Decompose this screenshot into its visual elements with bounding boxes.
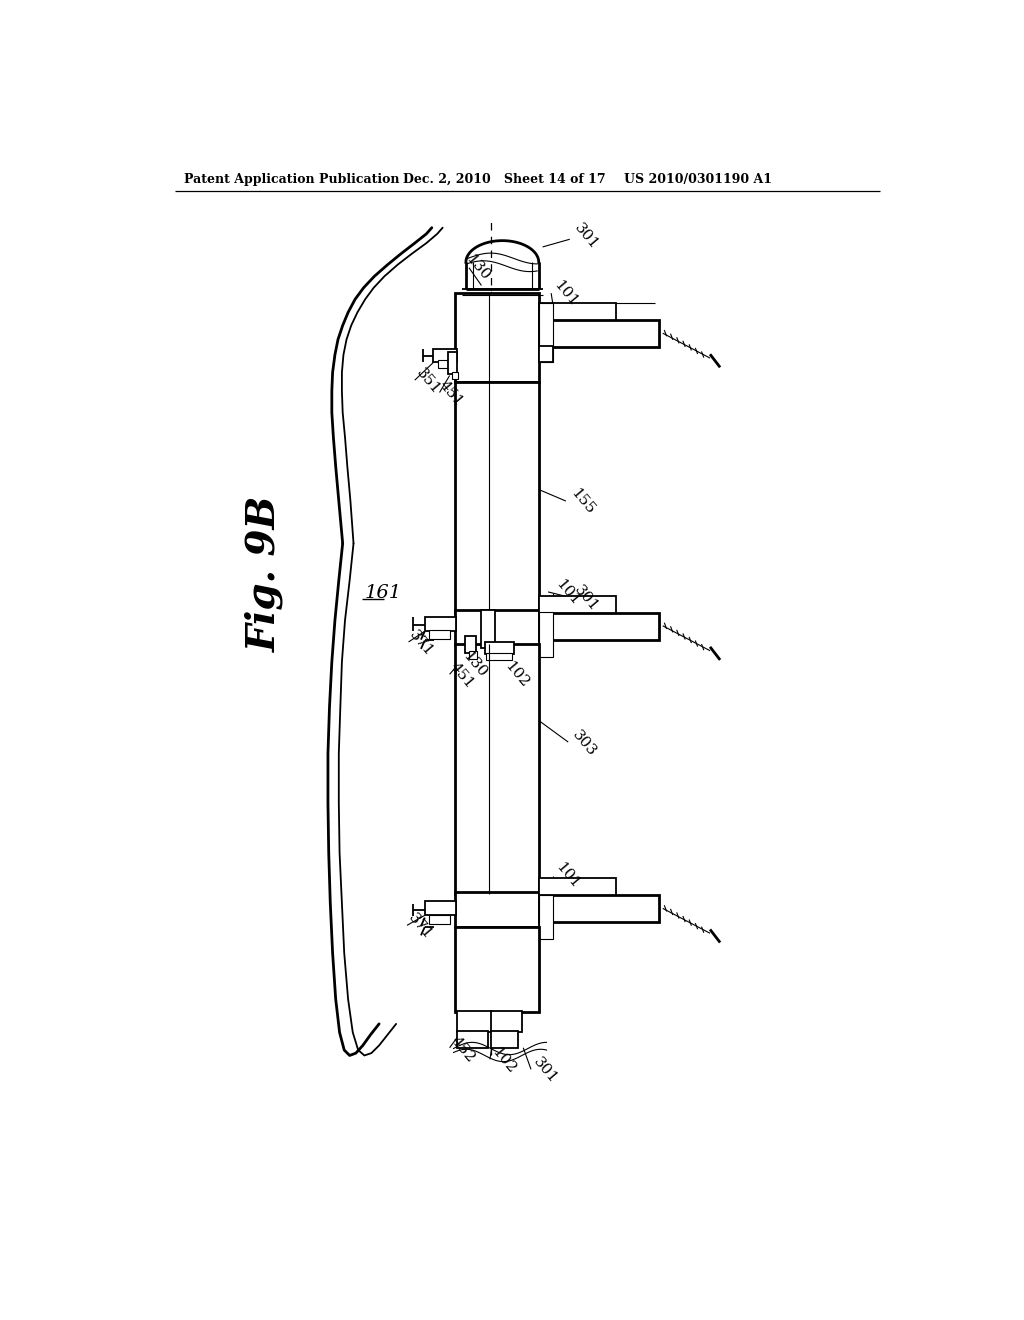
Bar — [449, 352, 458, 374]
Bar — [455, 644, 539, 894]
Text: US 2010/0301190 A1: US 2010/0301190 A1 — [624, 173, 772, 186]
Text: 101: 101 — [550, 277, 580, 309]
Bar — [469, 651, 477, 659]
Text: 161: 161 — [365, 585, 401, 602]
Bar — [490, 1011, 521, 1032]
Bar — [455, 610, 539, 645]
Bar — [429, 630, 451, 639]
Bar — [539, 895, 658, 923]
Bar — [539, 304, 553, 363]
Bar — [455, 892, 539, 927]
Bar — [425, 618, 456, 631]
Text: Dec. 2, 2010   Sheet 14 of 17: Dec. 2, 2010 Sheet 14 of 17 — [403, 173, 606, 186]
Text: 102: 102 — [488, 1045, 518, 1077]
Bar — [539, 895, 553, 940]
Bar — [539, 321, 658, 347]
Bar — [539, 878, 616, 895]
Bar — [539, 612, 553, 656]
Text: 101: 101 — [553, 861, 583, 892]
Bar — [458, 1031, 488, 1048]
Bar — [455, 381, 539, 612]
Bar — [438, 360, 455, 368]
Text: 303: 303 — [569, 729, 599, 759]
Text: 102: 102 — [502, 659, 531, 690]
Bar — [539, 346, 553, 363]
Text: 351: 351 — [414, 366, 442, 397]
Bar — [484, 642, 514, 655]
Bar — [486, 653, 512, 660]
Text: Patent Application Publication: Patent Application Publication — [183, 173, 399, 186]
Text: 451: 451 — [436, 379, 466, 409]
Text: 155: 155 — [568, 486, 598, 516]
Text: 130: 130 — [463, 252, 493, 284]
Text: Fig. 9B: Fig. 9B — [245, 496, 284, 652]
Bar — [425, 902, 456, 915]
Text: 301: 301 — [571, 222, 601, 252]
Text: 371: 371 — [406, 911, 435, 942]
Text: 130: 130 — [460, 649, 489, 681]
Bar — [455, 927, 539, 1011]
Bar — [458, 1011, 493, 1032]
Bar — [455, 293, 539, 381]
Bar — [465, 636, 476, 653]
Bar — [539, 304, 616, 321]
Bar — [480, 610, 495, 648]
Bar — [539, 612, 658, 640]
Text: 301: 301 — [571, 583, 601, 615]
Text: 101: 101 — [553, 577, 583, 609]
Text: 451: 451 — [447, 660, 477, 692]
Bar — [452, 372, 458, 379]
Bar — [539, 595, 616, 612]
Bar — [490, 1031, 518, 1048]
Bar — [429, 915, 451, 924]
Text: 371: 371 — [407, 628, 436, 659]
Bar — [433, 348, 457, 363]
Text: 301: 301 — [531, 1055, 560, 1086]
Text: 452: 452 — [449, 1035, 477, 1065]
